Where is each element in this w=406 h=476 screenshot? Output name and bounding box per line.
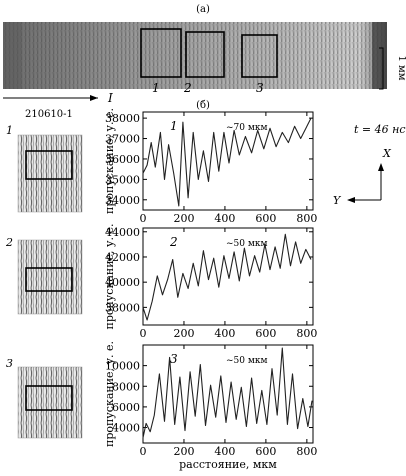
strip-left-edge [3, 22, 21, 89]
shot-id: 210610-1 [25, 109, 73, 120]
region-3-box [241, 34, 278, 78]
thumbnail-2 [17, 239, 83, 315]
x-tick-label: 200 [173, 212, 194, 225]
y-tick-label: 8000 [112, 380, 140, 393]
chart-frame [142, 111, 314, 211]
wavelength-annotation: ~50 мкм [226, 239, 267, 249]
y-tick-label: 36000 [105, 153, 140, 166]
region-1-marker: 1 [152, 81, 160, 95]
y-tick-label: 10000 [105, 360, 140, 373]
x-tick-label: 0 [140, 327, 147, 340]
panel-index-3: 3 [170, 352, 178, 366]
direction-arrowhead [90, 95, 98, 101]
x-tick-label: 800 [296, 445, 317, 458]
chart-1: 0 200 400 600 800 34000 35000 36000 37000 38000 1 ~… [103, 108, 317, 225]
chart-3: 0 200 400 600 800 4000 6000 8000 10000 3 ~50 мкм пр… [103, 341, 317, 471]
x-tick-label: 800 [296, 212, 317, 225]
direction-label: I [107, 91, 113, 105]
thumbnail-3-index: 3 [6, 357, 13, 370]
shadowgram-texture [3, 22, 387, 89]
panel-b-label: (б) [196, 100, 210, 111]
x-tick-label: 200 [173, 327, 194, 340]
thumbnail-3 [17, 366, 83, 439]
region-3-marker: 3 [256, 81, 264, 95]
x-axis-label: расстояние, мкм [179, 458, 277, 471]
region-1-box [140, 28, 182, 78]
x-tick-label: 0 [140, 445, 147, 458]
y-tick-label: 34000 [105, 194, 140, 207]
scale-bracket [379, 47, 384, 90]
y-tick-label: 35000 [105, 173, 140, 186]
thumbnail-1-index: 1 [6, 124, 13, 137]
x-tick-label: 200 [173, 445, 194, 458]
x-tick-label: 400 [214, 212, 235, 225]
scale-bar-label: 1 мм [396, 55, 406, 80]
thumbnail-1 [17, 134, 83, 213]
chart-frame [142, 344, 314, 444]
y-tick-label: 38000 [105, 301, 140, 314]
x-tick-label: 800 [296, 327, 317, 340]
wavelength-annotation: ~50 мкм [226, 356, 267, 366]
y-tick-label: 37000 [105, 133, 140, 146]
panel-index-1: 1 [170, 119, 178, 133]
x-tick-label: 600 [255, 212, 276, 225]
axes-indicator [347, 163, 384, 203]
wavelength-annotation: ~70 мкм [226, 123, 267, 133]
region-2-box [185, 31, 225, 78]
y-axis-label: пропускание, у. е. [103, 108, 116, 214]
time-label: t = 46 нс [354, 123, 406, 136]
y-tick-label: 40000 [105, 276, 140, 289]
region-2-marker: 2 [183, 81, 192, 95]
chart-frame [142, 227, 314, 326]
strip-right-edge [372, 22, 387, 89]
y-tick-label: 6000 [112, 401, 140, 414]
y-axis-label: пропускание, у. е. [103, 223, 116, 329]
x-tick-label: 400 [214, 327, 235, 340]
x-tick-label: 400 [214, 445, 235, 458]
series-line-2 [142, 233, 312, 321]
x-tick-label: 600 [255, 445, 276, 458]
y-tick-label: 42000 [105, 251, 140, 264]
series-line-3 [142, 347, 313, 438]
panel-index-2: 2 [169, 235, 178, 249]
thumbnail-2-index: 2 [5, 236, 13, 249]
y-tick-label: 4000 [112, 422, 140, 435]
y-axis-label: пропускание, у. е. [103, 341, 116, 447]
x-tick-label: 0 [140, 212, 147, 225]
chart-2: 0 200 400 600 800 38000 40000 42000 44000 2 ~50 мк… [103, 223, 317, 340]
x-tick-label: 600 [255, 327, 276, 340]
panel-a-label: (а) [196, 4, 210, 15]
series-line-1 [142, 117, 312, 207]
axis-x-label: X [382, 147, 392, 160]
y-tick-label: 44000 [105, 226, 140, 239]
y-tick-label: 38000 [105, 112, 140, 125]
axis-y-label: Y [333, 194, 342, 207]
